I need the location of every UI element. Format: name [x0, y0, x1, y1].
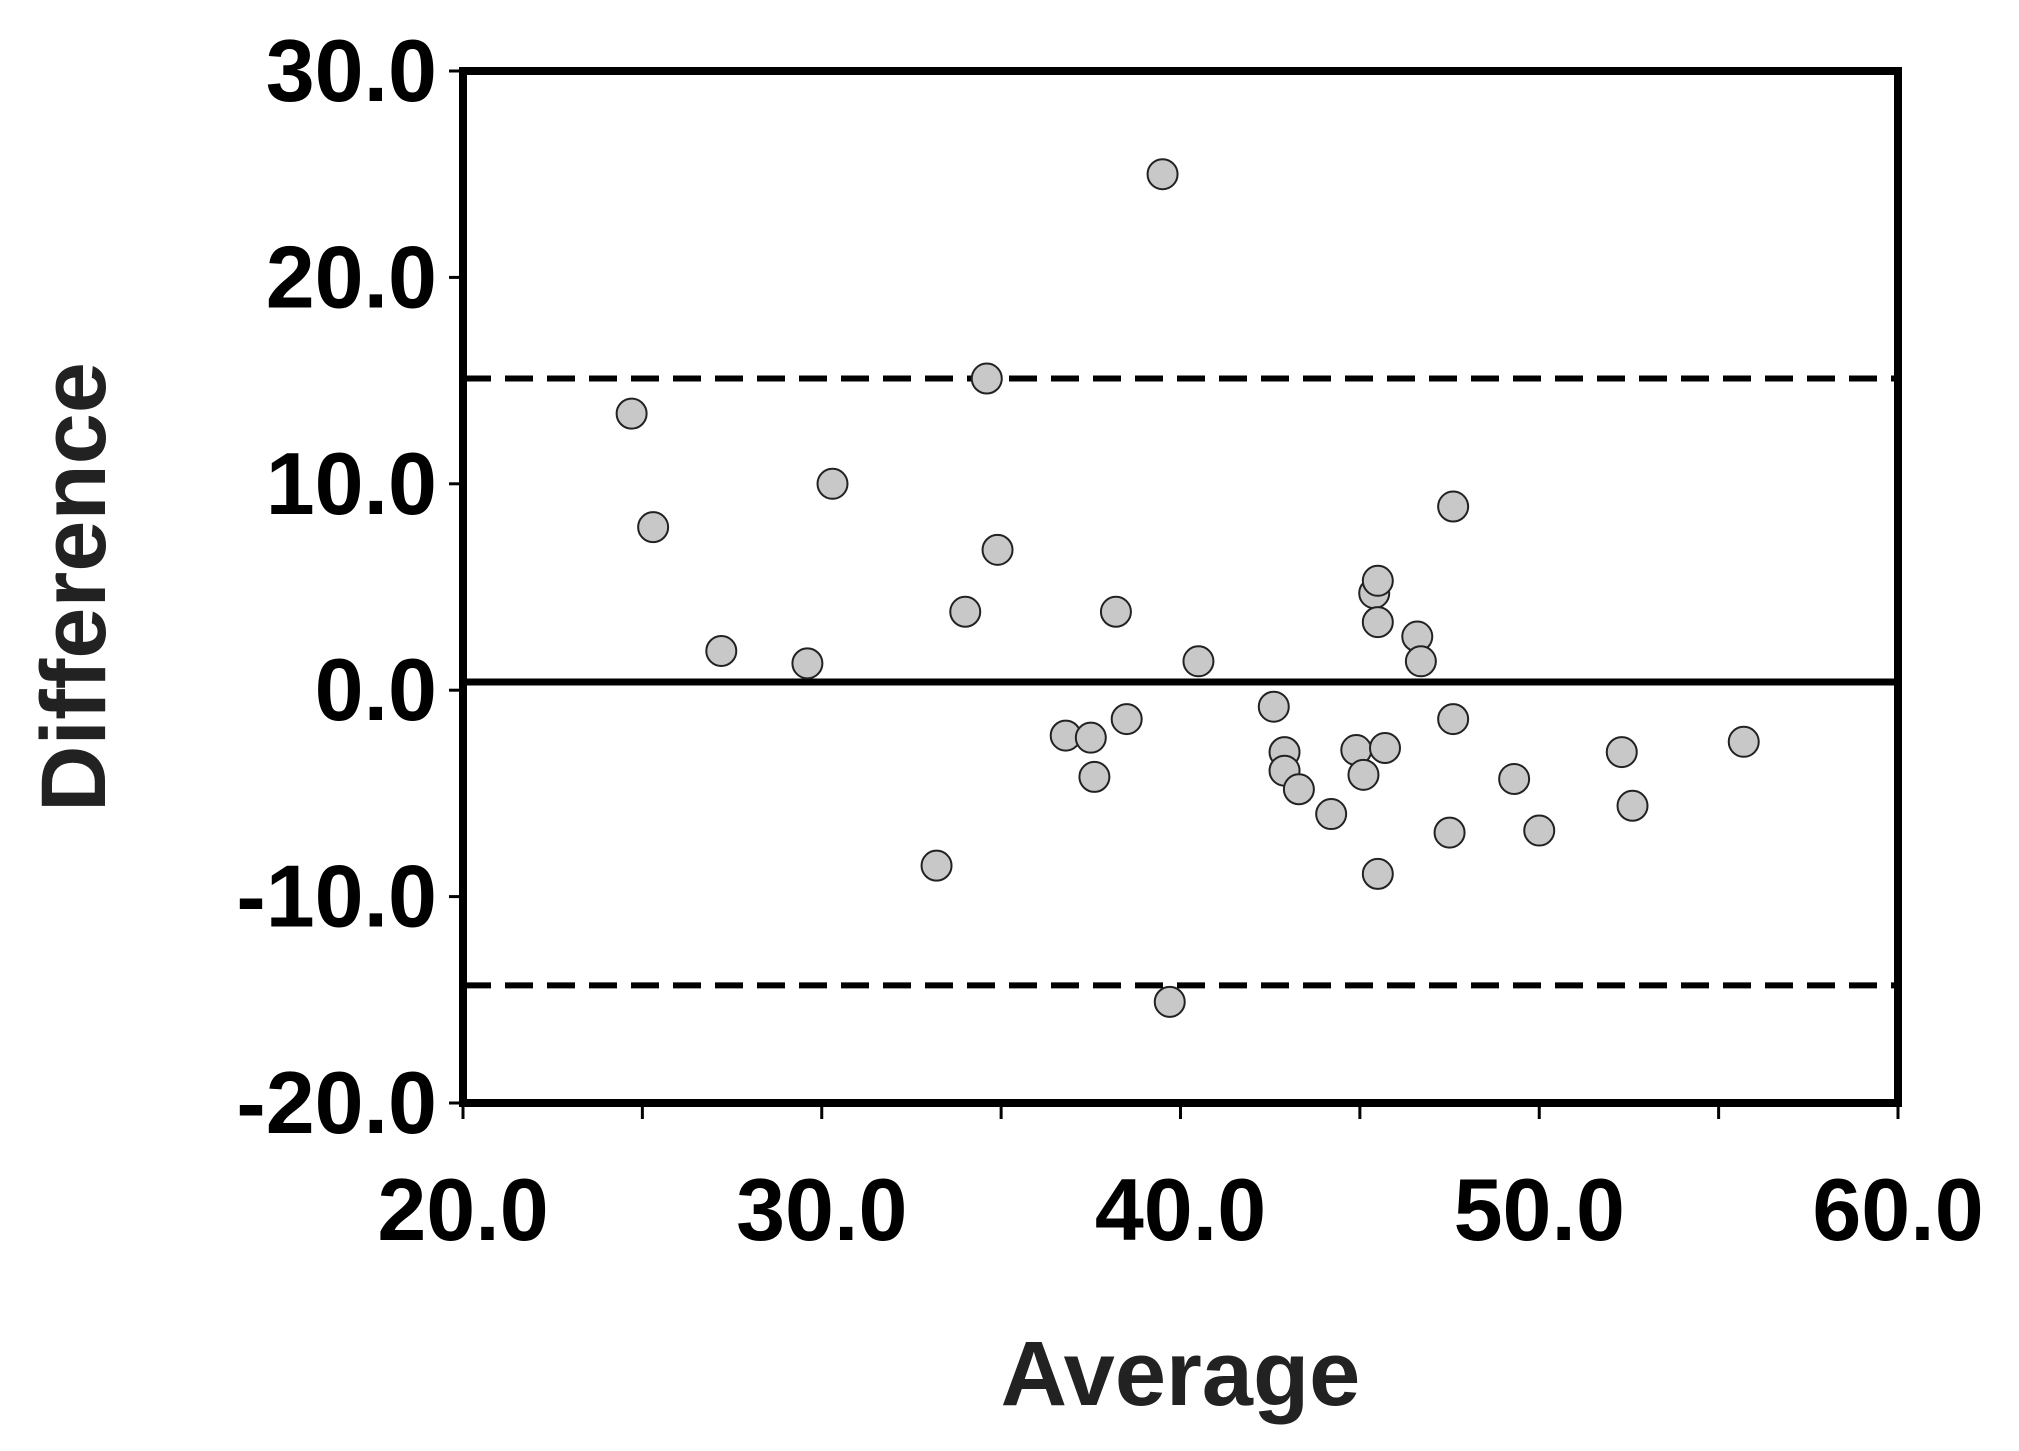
data-point — [1282, 773, 1315, 806]
data-point — [1099, 595, 1132, 628]
data-point — [1146, 158, 1179, 191]
data-point — [920, 849, 953, 882]
data-point — [1498, 762, 1531, 795]
x-tick-label: 40.0 — [1095, 1160, 1266, 1259]
y-tick-label: -10.0 — [236, 847, 437, 946]
y-axis-title: Difference — [23, 362, 125, 812]
x-axis-ticks: 20.0 30.0 40.0 50.0 60.0 — [377, 1103, 1984, 1259]
data-point — [970, 362, 1003, 395]
y-axis-ticks: 30.0 20.0 10.0 0.0 -10.0 -20.0 — [236, 21, 463, 1152]
data-point — [637, 511, 670, 544]
y-tick-label: 0.0 — [315, 640, 437, 739]
data-point — [1182, 645, 1215, 678]
plot-frame — [459, 67, 1902, 1107]
data-point — [1523, 814, 1556, 847]
data-point — [1404, 645, 1437, 678]
data-point — [1727, 725, 1760, 758]
data-point — [1347, 758, 1380, 791]
data-point — [705, 634, 738, 667]
data-point — [615, 397, 648, 430]
y-tick-label: 30.0 — [266, 21, 437, 120]
x-tick-label: 60.0 — [1812, 1160, 1983, 1259]
y-tick-label: -20.0 — [236, 1053, 437, 1152]
data-point — [1616, 789, 1649, 822]
data-point — [1605, 736, 1638, 769]
data-point — [1361, 564, 1394, 597]
data-points — [615, 158, 1760, 1018]
data-point — [1361, 606, 1394, 639]
reference-lines — [463, 375, 1898, 989]
y-tick-label: 20.0 — [266, 227, 437, 326]
x-tick-label: 30.0 — [736, 1160, 907, 1259]
data-point — [1433, 816, 1466, 849]
data-point — [1437, 490, 1470, 523]
data-point — [949, 595, 982, 628]
data-point — [1078, 760, 1111, 793]
data-point — [1257, 690, 1290, 723]
data-point — [1110, 703, 1143, 736]
x-axis-title: Average — [1001, 1323, 1361, 1425]
x-tick-label: 50.0 — [1454, 1160, 1625, 1259]
data-point — [1368, 731, 1401, 764]
data-point — [816, 467, 849, 500]
data-point — [1153, 985, 1186, 1018]
data-point — [1074, 721, 1107, 754]
y-tick-label: 10.0 — [266, 434, 437, 533]
data-point — [791, 647, 824, 680]
data-point — [1315, 798, 1348, 831]
x-tick-label: 20.0 — [377, 1160, 548, 1259]
data-point — [1437, 703, 1470, 736]
data-point — [1361, 857, 1394, 890]
data-point — [981, 533, 1014, 566]
